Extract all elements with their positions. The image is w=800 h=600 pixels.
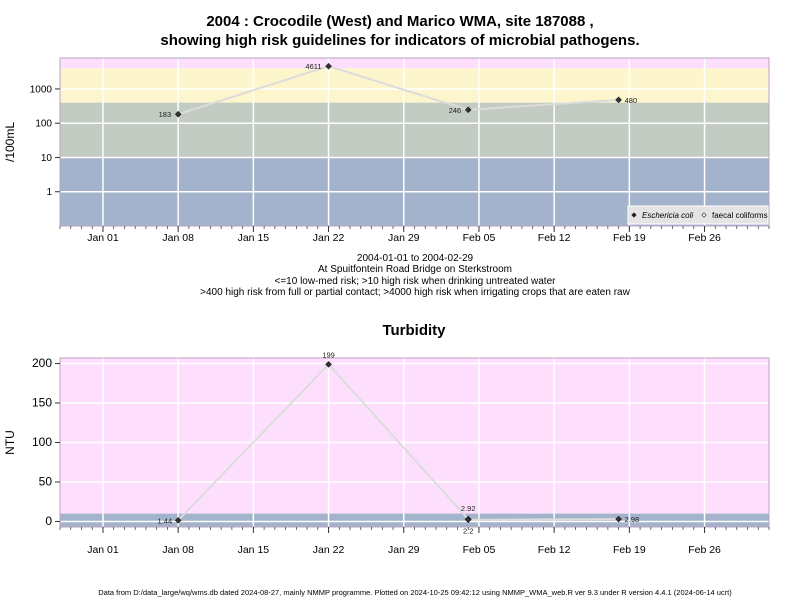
y-tick-label: 1000 — [30, 84, 53, 95]
risk-band-1 — [60, 358, 769, 514]
y-tick-label: 100 — [32, 435, 52, 449]
x-tick-label: Feb 05 — [463, 544, 496, 556]
subtitle-site: At Spuitfontein Road Bridge on Sterkstro… — [318, 264, 512, 275]
data-point — [174, 110, 182, 118]
y-tick-label: 10 — [41, 153, 53, 164]
x-tick-label: Feb 05 — [463, 232, 496, 244]
y-axis-title: NTU — [3, 430, 17, 455]
x-tick-label: Feb 12 — [538, 544, 571, 556]
legend-marker-filled — [631, 212, 637, 218]
x-tick-label: Jan 01 — [87, 232, 119, 244]
x-tick-label: Feb 19 — [613, 232, 646, 244]
legend-label: Eschericia coli — [642, 211, 693, 220]
x-tick-label: Jan 01 — [87, 544, 119, 556]
data-label: 4611 — [305, 62, 321, 71]
x-tick-label: Jan 08 — [162, 232, 194, 244]
microbial-chart: Jan 01 Jan 08 Jan 15 Jan 22 Jan 29 Feb 05 Feb … — [3, 57, 770, 244]
data-point — [615, 515, 622, 523]
x-tick-label: Feb 26 — [688, 232, 721, 244]
y-axis-title: /100mL — [3, 122, 17, 162]
chart-title-line-1: 2004 : Crocodile (West) and Marico WMA, … — [206, 13, 594, 30]
data-label: 199 — [322, 350, 335, 359]
legend-box — [627, 205, 769, 225]
legend-label: faecal coliforms — [712, 211, 768, 220]
data-point — [464, 106, 472, 114]
turbidity-chart: Jan 01 Jan 08 Jan 15 Jan 22 Jan 29 Feb 05 Feb … — [3, 350, 770, 556]
x-tick-label: Jan 29 — [388, 544, 420, 556]
data-point — [464, 516, 472, 524]
risk-band-3 — [60, 58, 769, 69]
data-label: 1.44 — [158, 516, 173, 525]
x-tick-label: Feb 19 — [613, 544, 646, 556]
x-tick-label: Jan 22 — [313, 544, 345, 556]
turbidity-title: Turbidity — [382, 322, 446, 339]
subtitle-guideline-drinking: <=10 low-med risk; >10 high risk when dr… — [274, 276, 556, 287]
y-tick-label: 150 — [32, 396, 52, 410]
chart-title: 2004 : Crocodile (West) and Marico WMA, … — [0, 12, 800, 50]
data-point — [174, 516, 182, 524]
subtitle-date-range: 2004-01-01 to 2004-02-29 — [356, 253, 474, 264]
data-point — [325, 62, 332, 70]
x-tick-label: Jan 08 — [162, 544, 194, 556]
y-tick-label: 1 — [46, 187, 52, 198]
y-tick-label: 50 — [39, 474, 53, 488]
x-tick-label: Jan 22 — [313, 232, 345, 244]
data-label: 2.98 — [625, 515, 640, 524]
footer-note: Data from D:/data_large/wq/wms.db dated … — [98, 588, 732, 597]
data-label: 2.92 — [461, 504, 476, 513]
data-label: 2.2 — [463, 527, 473, 536]
subtitle-guideline-contact: >400 high risk from full or partial cont… — [200, 287, 630, 298]
data-label: 183 — [159, 110, 172, 119]
x-tick-label: Jan 15 — [238, 544, 270, 556]
x-tick-label: Jan 15 — [238, 232, 270, 244]
risk-band-0 — [60, 513, 769, 527]
y-tick-label: 200 — [32, 356, 52, 370]
y-tick-label: 0 — [45, 514, 52, 528]
x-tick-label: Jan 29 — [388, 232, 420, 244]
risk-band-2 — [60, 68, 769, 103]
x-tick-label: Feb 12 — [538, 232, 571, 244]
data-point — [325, 360, 332, 368]
data-point — [615, 96, 622, 104]
y-tick-label: 100 — [35, 119, 52, 130]
legend-marker-open — [701, 212, 707, 218]
data-label: 480 — [625, 96, 638, 105]
series-line — [177, 65, 619, 116]
x-tick-label: Feb 26 — [688, 544, 721, 556]
data-label: 246 — [449, 106, 462, 115]
chart-title-line-2: showing high risk guidelines for indicat… — [160, 32, 640, 49]
